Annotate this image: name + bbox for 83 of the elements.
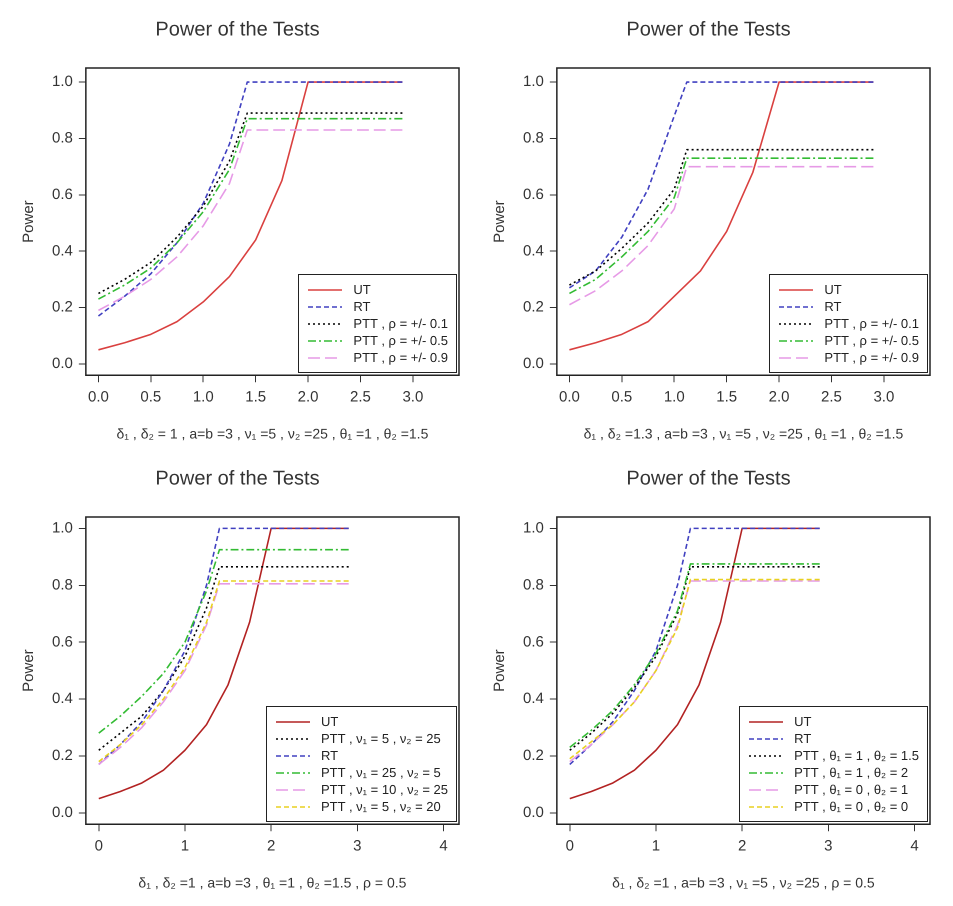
y-tick-label: 0.6 — [52, 186, 73, 203]
legend-label: UT — [321, 714, 338, 730]
y-tick-label: 0.2 — [522, 298, 544, 316]
legend-label: PTT , ν₁ = 25 , ν₂ = 5 — [321, 765, 441, 780]
y-tick-label: 1.0 — [52, 73, 73, 90]
y-tick-label: 1.0 — [52, 520, 73, 537]
x-tick-label: 0.0 — [88, 388, 109, 406]
y-tick-label: 0.6 — [522, 186, 544, 203]
legend-label: PTT , θ₁ = 0 , θ₂ = 1 — [794, 782, 908, 798]
x-tick-label: 1.0 — [664, 388, 685, 406]
x-tick-label: 2 — [266, 837, 276, 854]
y-tick-label: 0.8 — [52, 576, 73, 594]
x-tick-label: 0 — [566, 837, 574, 854]
y-tick-label: 0.2 — [522, 747, 544, 764]
legend-label: PTT , θ₁ = 0 , θ₂ = 0 — [794, 799, 908, 814]
x-tick-label: 2.0 — [768, 388, 790, 406]
legend-label: UT — [353, 282, 371, 298]
y-tick-label: 0.0 — [52, 355, 73, 372]
legend-label: RT — [794, 731, 812, 746]
y-tick-label: 0.8 — [522, 576, 544, 594]
x-tick-label: 1.5 — [716, 388, 738, 406]
legend-label: PTT , θ₁ = 1 , θ₂ = 2 — [794, 765, 908, 780]
y-tick-label: 0.4 — [52, 690, 73, 708]
legend-label: PTT , ν₁ = 10 , ν₂ = 25 — [321, 782, 448, 798]
legend-label: PTT , ρ = +/- 0.9 — [824, 350, 919, 366]
x-tick-label: 2 — [738, 837, 746, 854]
legend-label: UT — [794, 714, 812, 730]
x-tick-label: 1.0 — [192, 388, 214, 406]
y-tick-label: 0.0 — [522, 804, 544, 821]
x-tick-label: 2.0 — [298, 388, 318, 406]
chart-title: Power of the Tests — [155, 468, 320, 490]
legend-label: RT — [353, 299, 371, 314]
chart-title: Power of the Tests — [155, 18, 320, 41]
legend-label: PTT , ρ = +/- 0.5 — [824, 333, 919, 348]
legend-label: RT — [321, 748, 338, 764]
x-tick-label: 1 — [180, 837, 190, 854]
y-tick-label: 0.4 — [522, 242, 544, 260]
x-tick-label: 2.5 — [350, 388, 371, 406]
x-tick-label: 0 — [94, 837, 103, 854]
x-tick-label: 4 — [910, 837, 919, 854]
y-tick-label: 0.6 — [52, 633, 73, 650]
legend-label: PTT , ρ = +/- 0.5 — [353, 333, 448, 348]
x-tick-label: 0.0 — [559, 388, 580, 406]
x-axis-title: δ₁ , δ₂ = 1 , a=b =3 , ν₁ =5 , ν₂ =25 , θ₁ =1 , θ₂ =1.5 — [116, 425, 429, 442]
y-axis-title: Power — [491, 200, 508, 243]
y-tick-label: 0.0 — [522, 355, 544, 372]
y-tick-label: 0.0 — [52, 804, 73, 821]
x-axis-title: δ₁ , δ₂ =1 , a=b =3 , θ₁ =1 , θ₂ =1.5 , ρ = 0.5 — [138, 874, 407, 890]
y-tick-label: 0.2 — [52, 747, 73, 764]
x-axis-title: δ₁ , δ₂ =1 , a=b =3 , ν₁ =5 , ν₂ =25 , ρ = 0.5 — [612, 874, 875, 890]
x-tick-label: 2.5 — [821, 388, 842, 406]
legend-label: PTT , ρ = +/- 0.1 — [353, 316, 448, 332]
line-series — [98, 548, 350, 734]
legend-label: PTT , ρ = +/- 0.9 — [353, 350, 448, 366]
x-tick-label: 3.0 — [402, 388, 424, 406]
y-axis-title: Power — [20, 200, 38, 243]
x-tick-label: 4 — [439, 837, 448, 854]
legend-label: UT — [824, 282, 842, 298]
x-axis-title: δ₁ , δ₂ =1.3 , a=b =3 , ν₁ =5 , ν₂ =25 , θ₁ =1 , θ₂ =1.5 — [584, 425, 904, 442]
y-tick-label: 0.6 — [522, 633, 544, 650]
x-tick-label: 1 — [652, 837, 660, 854]
y-axis-title: Power — [20, 649, 38, 692]
x-tick-label: 1.5 — [245, 388, 266, 406]
chart-title: Power of the Tests — [626, 18, 791, 41]
y-tick-label: 1.0 — [522, 73, 544, 90]
chart-title: Power of the Tests — [626, 468, 791, 490]
legend-label: RT — [824, 299, 842, 314]
y-tick-label: 0.8 — [522, 130, 544, 147]
y-axis-title: Power — [491, 649, 508, 692]
x-tick-label: 3 — [353, 837, 362, 854]
y-tick-label: 0.8 — [52, 130, 73, 147]
y-tick-label: 0.4 — [52, 242, 73, 260]
legend-label: PTT , θ₁ = 1 , θ₂ = 1.5 — [794, 748, 919, 764]
y-tick-label: 0.4 — [522, 690, 544, 708]
y-tick-label: 1.0 — [522, 520, 544, 537]
legend-label: PTT , ν₁ = 5 , ν₂ = 20 — [321, 799, 441, 814]
legend-label: PTT , ρ = +/- 0.1 — [824, 316, 919, 332]
y-tick-label: 0.2 — [52, 298, 73, 316]
x-tick-label: 3 — [824, 837, 832, 854]
x-tick-label: 0.5 — [140, 388, 162, 406]
legend-label: PTT , ν₁ = 5 , ν₂ = 25 — [321, 731, 441, 746]
x-tick-label: 0.5 — [611, 388, 632, 406]
x-tick-label: 3.0 — [873, 388, 894, 406]
